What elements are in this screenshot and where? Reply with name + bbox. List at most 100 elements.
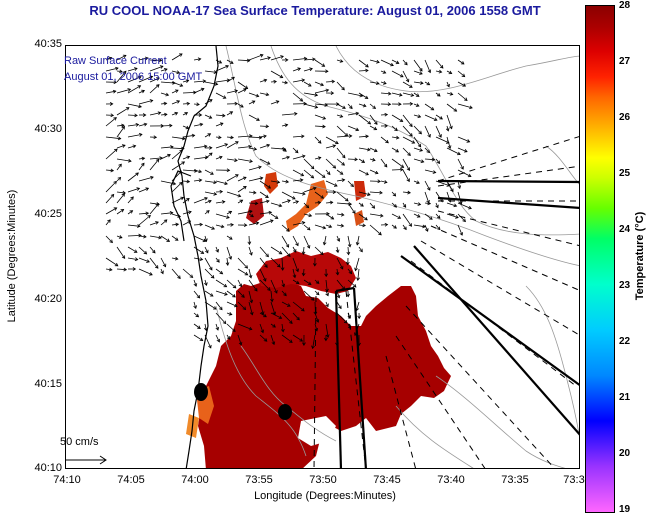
current-vector (204, 224, 215, 230)
current-vector-head (263, 313, 267, 318)
current-vector (281, 180, 289, 183)
current-vector (292, 191, 306, 195)
current-vector-head (191, 133, 196, 138)
current-vector (204, 290, 214, 297)
current-vector-head (230, 135, 234, 140)
current-vector (127, 103, 142, 108)
current-vector (204, 191, 217, 195)
current-vector (336, 81, 345, 91)
current-vector (215, 122, 224, 127)
current-vector-head (274, 215, 279, 219)
current-vector-head (409, 84, 413, 88)
current-vector (193, 58, 201, 61)
current-vector (105, 268, 112, 271)
current-vector (292, 155, 306, 160)
current-vector-head (244, 85, 249, 89)
ytick-label: 40:35 (34, 38, 62, 50)
current-vector (248, 191, 256, 194)
current-vector-head (176, 100, 181, 104)
current-vector-head (155, 203, 160, 207)
current-vector-head (320, 251, 324, 256)
current-vector (281, 334, 293, 343)
current-vector (347, 323, 351, 329)
current-vector (248, 290, 253, 303)
current-vector-head (305, 204, 310, 209)
current-vector-head (134, 257, 139, 262)
current-vector (171, 268, 181, 279)
current-vector (105, 169, 114, 172)
current-vector (248, 268, 252, 278)
current-vector (259, 279, 271, 291)
current-vector-head (419, 148, 424, 152)
station-marker-west[interactable] (194, 383, 208, 401)
current-vector (281, 279, 285, 287)
current-vector-head (133, 67, 138, 71)
current-vector (358, 70, 369, 72)
current-vector-head (253, 147, 258, 151)
current-vector (204, 180, 217, 183)
current-vector (281, 156, 290, 160)
current-vector-head (214, 82, 219, 86)
current-vector-head (274, 289, 278, 294)
current-vector-head (269, 219, 274, 223)
current-vector (193, 179, 202, 182)
current-vector (259, 268, 267, 282)
current-vector (237, 158, 253, 162)
current-vector-head (143, 234, 147, 239)
current-vector-head (251, 100, 256, 104)
current-vector-head (200, 250, 205, 254)
current-vector (347, 312, 351, 319)
current-vector (116, 70, 127, 83)
current-vector-head (417, 202, 422, 206)
current-vector (281, 224, 290, 232)
station-marker-east[interactable] (278, 404, 292, 420)
current-vector-head (196, 102, 200, 107)
map-plot-area[interactable] (65, 45, 580, 469)
current-vector (358, 213, 368, 221)
current-vector-head (307, 83, 312, 87)
current-vector-head (247, 241, 252, 246)
xtick-label: 74:05 (117, 474, 145, 486)
current-vector-head (400, 167, 404, 172)
current-vector-head (244, 265, 249, 269)
scale-arrow (66, 455, 107, 465)
current-vector (105, 67, 119, 72)
current-vector (303, 81, 312, 87)
current-vector-head (244, 271, 249, 276)
current-vector-head (411, 140, 416, 144)
current-vector (391, 114, 403, 122)
current-vector-head (108, 56, 113, 61)
current-vector (248, 279, 258, 292)
current-vector-head (141, 89, 146, 94)
current-vector-head (357, 315, 362, 320)
current-vector (270, 246, 283, 255)
current-vector (237, 290, 245, 298)
current-vector-head (354, 332, 358, 337)
current-vector (171, 112, 178, 116)
current-vector (358, 158, 365, 163)
current-vector (215, 301, 223, 310)
current-vector-head (135, 123, 140, 127)
current-vector-head (379, 213, 384, 218)
current-vector-head (306, 245, 311, 249)
current-vector (259, 144, 270, 149)
current-vector-head (375, 81, 380, 85)
current-vector (380, 81, 387, 84)
current-vector-head (184, 112, 189, 116)
current-vector (215, 246, 219, 253)
current-vector (160, 235, 170, 242)
scale-label: 50 cm/s (60, 436, 99, 448)
current-vector-head (355, 307, 359, 312)
current-vector-head (210, 171, 214, 175)
current-vector (127, 196, 134, 204)
current-vector (380, 114, 388, 116)
current-vector-head (265, 92, 270, 97)
current-vector (369, 147, 378, 152)
current-vector (237, 279, 242, 287)
current-vector (325, 279, 328, 292)
current-vector-head (356, 277, 360, 281)
current-vector (105, 136, 121, 140)
current-vector-head (155, 158, 160, 163)
current-vector (314, 323, 318, 332)
current-vector (171, 53, 183, 61)
